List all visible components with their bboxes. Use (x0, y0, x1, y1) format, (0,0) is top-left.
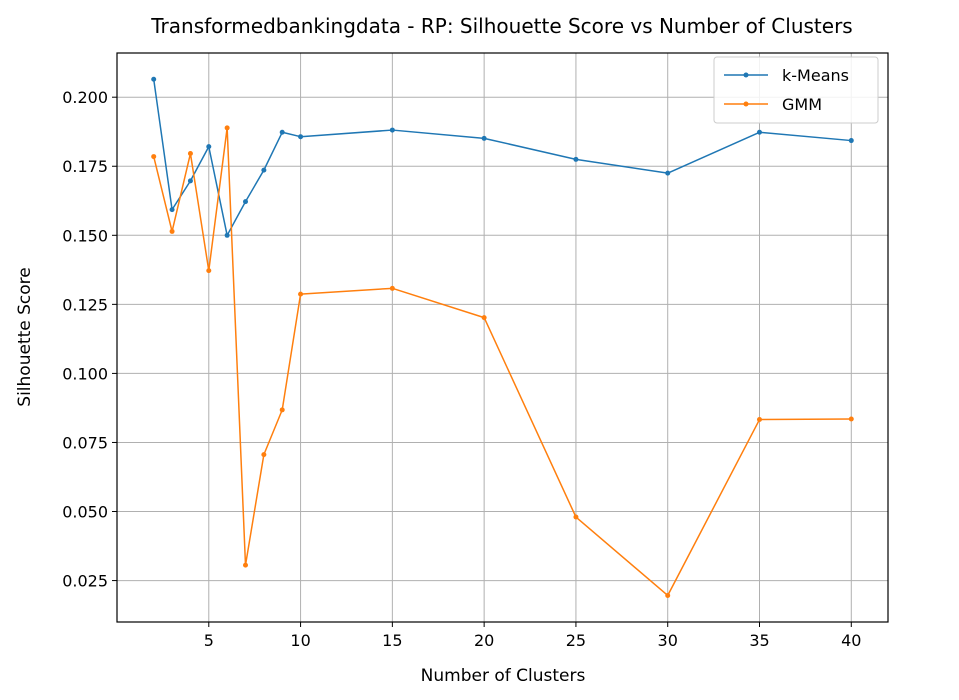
data-point-gmm (298, 291, 304, 297)
y-axis-label: Silhouette Score (15, 267, 35, 406)
data-point-k-means (481, 135, 487, 141)
data-point-k-means (279, 129, 285, 135)
y-tick-label: 0.175 (62, 157, 108, 176)
x-tick-label: 35 (749, 631, 769, 650)
x-axis-label: Number of Clusters (421, 666, 586, 686)
data-point-gmm (573, 514, 579, 520)
legend-box (713, 56, 879, 124)
data-point-k-means (298, 134, 304, 140)
data-point-k-means (206, 144, 212, 150)
data-point-gmm (151, 154, 157, 160)
ticks: 5 10 15 20 25 30 35 40 0.025 0.050 0.075 0.100 0.125… (62, 88, 861, 650)
y-tick-label: 0.150 (62, 226, 108, 245)
axes (116, 52, 889, 623)
data-point-gmm (757, 417, 762, 423)
legend-label-gmm: GMM (782, 95, 822, 114)
series-line-gmm (152, 127, 852, 597)
legend-marker-kmeans (743, 72, 749, 78)
data-point-gmm (224, 125, 230, 131)
data-point-k-means (848, 138, 854, 144)
legend-marker-gmm (743, 101, 749, 107)
series-k-means (151, 76, 854, 238)
legend: k-Means GMM (713, 56, 879, 124)
data-point-gmm (169, 228, 175, 234)
data-point-k-means (151, 76, 157, 82)
x-tick-label: 5 (204, 631, 214, 650)
y-tick-label: 0.075 (62, 433, 108, 452)
x-tick-label: 40 (841, 631, 861, 650)
x-tick-label: 20 (474, 631, 494, 650)
plot-frame (116, 52, 889, 623)
x-tick-label: 30 (658, 631, 678, 650)
x-tick-label: 10 (290, 631, 310, 650)
data-point-k-means (224, 232, 230, 238)
data-point-gmm (187, 151, 193, 157)
data-point-gmm (389, 285, 395, 291)
data-point-k-means (187, 178, 193, 184)
grid (117, 53, 888, 622)
x-tick-label: 15 (382, 631, 402, 650)
data-point-gmm (848, 416, 854, 422)
y-tick-label: 0.025 (62, 572, 108, 591)
data-point-gmm (481, 315, 487, 321)
data-point-gmm (206, 268, 212, 274)
data-point-gmm (665, 592, 671, 598)
data-point-k-means (757, 129, 762, 135)
data-point-k-means (243, 199, 248, 205)
data-point-k-means (169, 207, 175, 213)
data-point-k-means (261, 167, 267, 173)
y-tick-label: 0.200 (62, 88, 108, 107)
x-tick-label: 25 (566, 631, 586, 650)
series-gmm (151, 125, 854, 598)
data-point-k-means (573, 156, 579, 162)
data-point-k-means (389, 127, 395, 133)
data-point-gmm (279, 407, 285, 413)
series-layer (151, 76, 854, 598)
data-point-gmm (243, 562, 248, 568)
legend-label-kmeans: k-Means (782, 66, 849, 85)
y-tick-label: 0.050 (62, 503, 108, 522)
chart-title: Transformedbankingdata - RP: Silhouette … (150, 14, 852, 38)
y-tick-label: 0.100 (62, 364, 108, 383)
data-point-k-means (665, 170, 671, 176)
y-tick-label: 0.125 (62, 295, 108, 314)
data-point-gmm (261, 452, 267, 458)
